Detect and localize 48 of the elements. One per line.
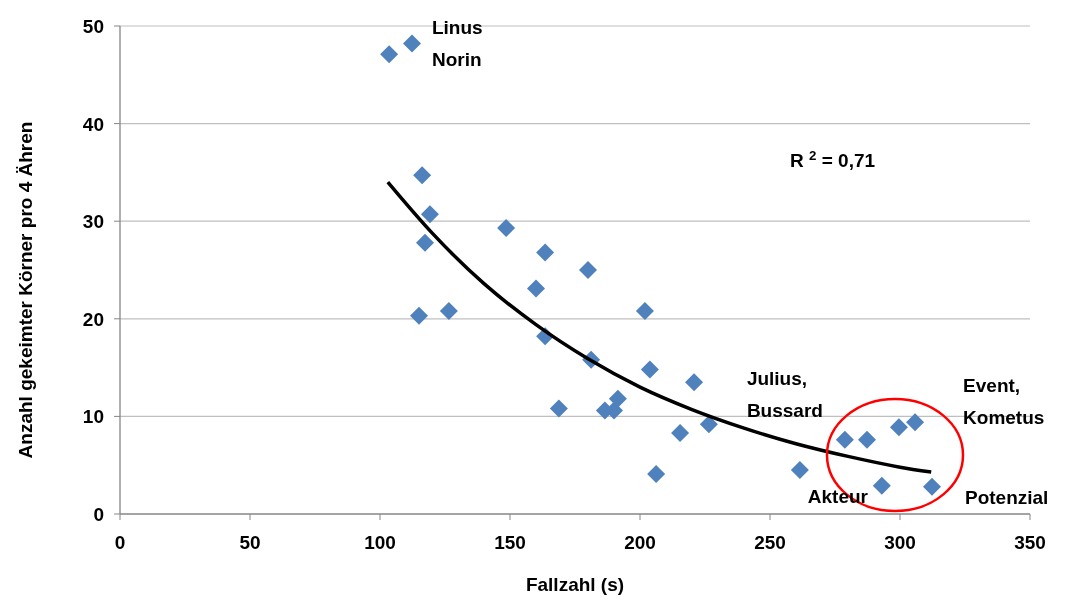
x-tick-label: 100 [364,532,396,553]
point [647,464,666,483]
annotation: Event, Kometus [963,375,1045,429]
x-tick-label: 150 [494,532,526,553]
point [671,423,690,442]
x-tick-label: 200 [624,532,656,553]
y-tick-label: 0 [93,504,104,525]
point [608,389,627,408]
point [857,430,876,449]
point [790,461,809,480]
x-tick-label: 300 [884,532,916,553]
x-tick-label: 350 [1014,532,1046,553]
y-tick-label: 10 [82,406,104,428]
point [536,243,555,262]
point [402,34,421,53]
point [922,477,941,496]
point [889,418,908,437]
y-axis-title: Anzahl gekeimter Körner pro 4 Ähren [15,121,36,459]
y-tick-label: 50 [82,16,104,37]
line-series [386,180,933,474]
x-tick-label: 50 [239,532,261,553]
x-axis-title: Fallzahl (s) [525,574,625,595]
point [906,413,925,432]
annotation: Potenzial [964,486,1049,508]
point [439,301,458,320]
point [549,399,568,418]
x-tick-label: 250 [754,532,786,553]
point [699,415,718,434]
point [835,430,854,449]
point [579,261,597,279]
annotation: Linus Norin [431,16,483,70]
point [420,205,439,224]
annotation: R $^{2}$ = 0,71 [790,147,876,171]
point [410,306,428,325]
annotation: Julius, Bussard [746,367,823,421]
point [635,301,654,320]
x-tick-label: 0 [114,532,126,553]
point [640,360,659,379]
point [415,233,434,252]
point [527,279,545,298]
point [380,45,399,64]
y-tick-label: 30 [82,211,104,233]
point [413,166,432,185]
y-tick-label: 20 [82,308,104,330]
y-tick-label: 40 [82,113,104,135]
point [872,476,891,495]
point [685,373,704,392]
point [497,219,516,238]
